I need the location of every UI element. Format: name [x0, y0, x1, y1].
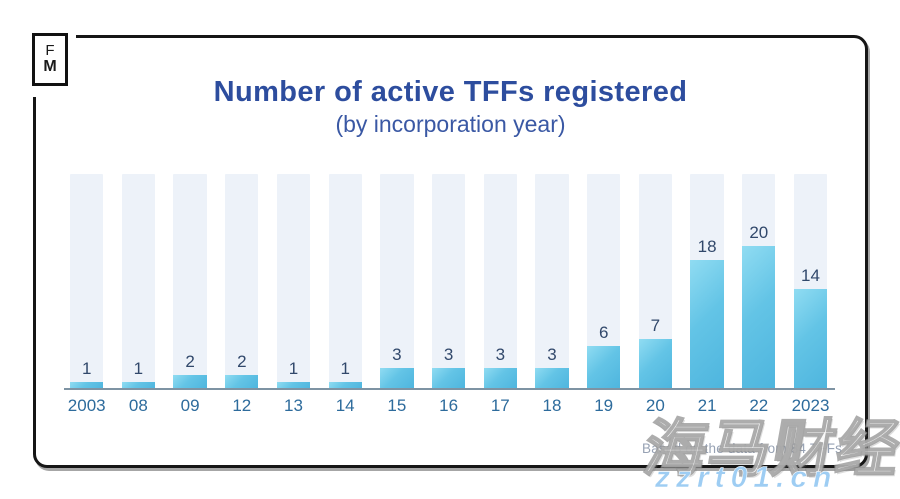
column-track — [742, 174, 776, 389]
x-tick-label: 2003 — [67, 396, 106, 415]
bar-value-label: 1 — [81, 358, 92, 378]
x-tick-label: 16 — [439, 396, 459, 415]
x-tick-label: 20 — [645, 396, 665, 415]
column-track — [380, 174, 414, 389]
bar — [431, 367, 466, 389]
bar-value-label: 1 — [288, 358, 299, 378]
column-track — [483, 174, 517, 389]
column-track — [173, 174, 207, 389]
bar — [380, 367, 414, 389]
bar — [793, 288, 828, 389]
bar-value-label: 1 — [340, 358, 350, 378]
column-track — [431, 174, 466, 389]
bar-value-label: 3 — [443, 344, 454, 364]
column-track — [276, 174, 311, 389]
bar-value-label: 20 — [749, 223, 769, 242]
fm-logo: F M — [32, 33, 68, 86]
chart: 1 2003 1 08 2 09 2 12 1 13 1 14 3 15 3 16 3 17 3 18 6 19 7 20 18… — [68, 174, 830, 415]
column-track — [690, 174, 724, 389]
x-tick-label: 19 — [594, 396, 614, 415]
column-track — [328, 174, 362, 389]
watermark-url-text: zzrt01.cn — [655, 461, 838, 495]
bar — [173, 374, 207, 389]
bar — [276, 381, 311, 389]
footnote: Based on the data from 84 TFFs — [642, 441, 843, 456]
bar — [328, 381, 362, 389]
bar-value-label: 2 — [185, 351, 195, 371]
x-tick-label: 09 — [180, 396, 200, 415]
bar-value-label: 7 — [650, 315, 661, 335]
bar — [587, 346, 621, 389]
column-track — [70, 174, 104, 389]
x-tick-label: 2023 — [791, 396, 830, 415]
x-tick-label: 18 — [542, 396, 562, 415]
fm-logo-letter-m: M — [43, 57, 57, 75]
x-tick-label: 14 — [335, 396, 355, 415]
bar-value-label: 14 — [801, 265, 820, 285]
x-tick-label: 08 — [128, 396, 148, 415]
bar — [483, 367, 517, 389]
column-track — [587, 174, 621, 389]
x-tick-label: 13 — [284, 396, 303, 415]
x-tick-label: 15 — [387, 396, 407, 415]
fm-logo-letter-f: F — [45, 42, 55, 60]
bar — [70, 381, 104, 389]
bar-value-label: 3 — [547, 344, 557, 364]
column-track — [638, 174, 673, 389]
bar — [690, 260, 724, 389]
bar — [742, 246, 776, 389]
x-tick-label: 22 — [749, 396, 769, 415]
chart-subtitle: (by incorporation year) — [335, 111, 566, 137]
column-track — [793, 174, 828, 389]
bar-value-label: 18 — [697, 237, 717, 257]
chart-title: Number of active TFFs registered — [213, 76, 688, 108]
bar-value-label: 3 — [495, 344, 506, 364]
column-track — [121, 174, 156, 389]
x-tick-label: 21 — [697, 396, 717, 415]
bar — [225, 374, 259, 389]
bar-value-label: 1 — [133, 358, 144, 378]
bar — [535, 367, 569, 389]
bar — [638, 338, 673, 389]
bar — [121, 381, 156, 389]
column-track — [225, 174, 259, 389]
x-axis-line — [64, 388, 835, 390]
bar-value-label: 2 — [237, 351, 247, 371]
column-track — [535, 174, 569, 389]
x-tick-label: 12 — [232, 396, 252, 415]
bar-value-label: 3 — [392, 344, 402, 364]
bar-value-label: 6 — [598, 323, 609, 343]
x-tick-label: 17 — [490, 396, 510, 415]
